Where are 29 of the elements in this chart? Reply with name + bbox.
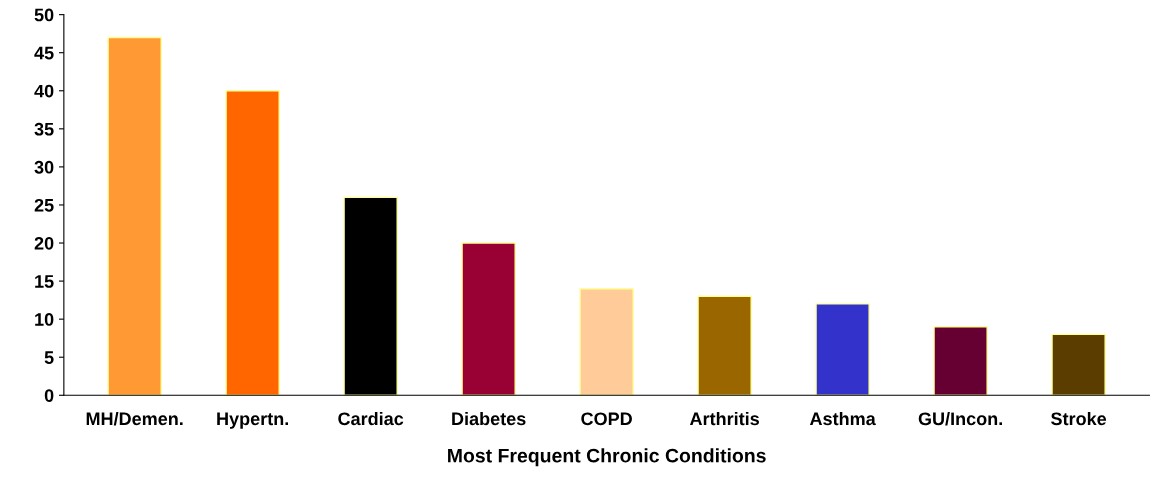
x-axis-title: Most Frequent Chronic Conditions [448,448,766,467]
x-tick-label: MH/Demen. [86,411,183,426]
x-tick-label: Cardiac [338,411,404,426]
bar [225,90,280,396]
x-tick-label: GU/Incon. [918,411,1002,426]
x-tick-label: COPD [581,412,632,426]
bar [579,288,634,396]
x-tick-label: Hypertn. [217,412,289,429]
y-tick-label: 10 [35,313,54,326]
x-tick-label: Asthma [809,411,876,426]
y-tick-label: 40 [34,84,54,98]
y-tick-label: 0 [44,389,54,402]
y-tick-label: 5 [44,351,54,364]
y-tick-label: 15 [35,275,54,288]
bar [815,303,870,396]
bar [697,295,752,396]
y-tick-label: 45 [34,46,54,60]
bar [461,242,516,396]
x-tick-label: Stroke [1051,411,1107,426]
x-tick-label: Arthritis [689,411,759,426]
y-tick-label: 20 [34,236,54,250]
y-tick-label: 50 [34,8,54,22]
bar [107,36,162,396]
bar [933,326,988,396]
bar [1051,333,1106,396]
y-tick-label: 25 [34,198,54,212]
y-tick-label: 30 [34,160,54,174]
y-tick-label: 35 [34,122,54,136]
x-tick-label: Diabetes [452,411,526,426]
